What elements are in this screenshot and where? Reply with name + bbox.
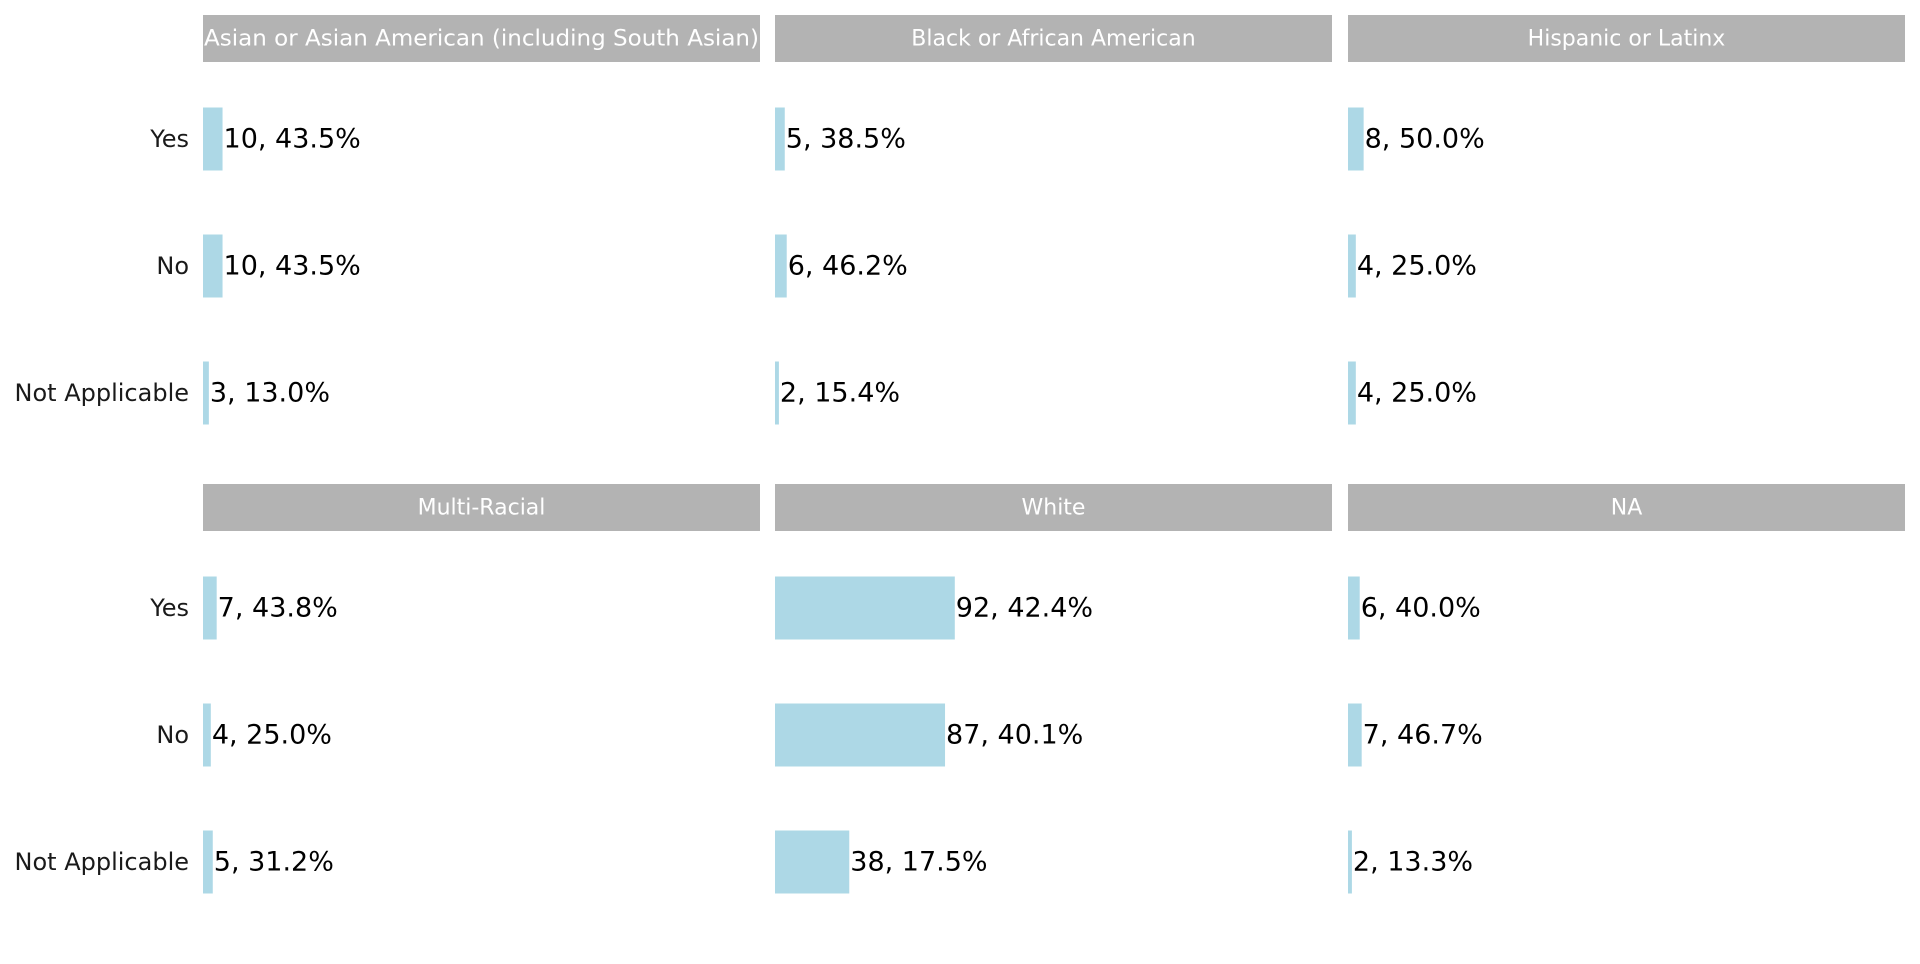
data-label: 4, 25.0% <box>1357 378 1477 409</box>
facet-strip <box>775 15 1332 62</box>
category-tick-label: No <box>156 252 189 280</box>
data-label: 87, 40.1% <box>946 720 1083 751</box>
bar <box>775 830 850 894</box>
data-label: 8, 50.0% <box>1365 124 1485 155</box>
data-label: 38, 17.5% <box>850 847 987 878</box>
data-label: 2, 13.3% <box>1353 847 1473 878</box>
facet-strip-title: Multi-Racial <box>418 496 546 521</box>
data-label: 4, 25.0% <box>1357 251 1477 282</box>
category-tick-label: Not Applicable <box>15 848 189 876</box>
bar <box>1348 703 1362 767</box>
data-label: 3, 13.0% <box>210 378 330 409</box>
bar <box>1348 576 1360 640</box>
category-tick-label: Not Applicable <box>15 379 189 407</box>
bar <box>203 703 211 767</box>
bar <box>775 361 779 425</box>
category-tick-label: No <box>156 721 189 749</box>
data-label: 5, 38.5% <box>786 124 906 155</box>
bar <box>1348 830 1352 894</box>
facet-strip <box>203 484 760 531</box>
bar <box>203 234 223 298</box>
bar <box>203 830 213 894</box>
facet-strip-title: Hispanic or Latinx <box>1528 27 1726 52</box>
bar <box>1348 107 1364 171</box>
data-label: 7, 43.8% <box>218 593 338 624</box>
facet-strip-title: Black or African American <box>911 27 1195 52</box>
bar <box>775 576 955 640</box>
bar <box>203 576 217 640</box>
bar <box>775 703 946 767</box>
facet-strip <box>1348 15 1905 62</box>
data-label: 6, 40.0% <box>1361 593 1481 624</box>
data-label: 92, 42.4% <box>956 593 1093 624</box>
data-label: 4, 25.0% <box>212 720 332 751</box>
bar <box>775 234 787 298</box>
facet-strip <box>203 15 760 62</box>
bar <box>203 361 209 425</box>
category-tick-label: Yes <box>149 594 189 622</box>
bar <box>1348 361 1356 425</box>
data-label: 10, 43.5% <box>224 251 361 282</box>
data-label: 5, 31.2% <box>214 847 334 878</box>
category-tick-label: Yes <box>149 125 189 153</box>
data-label: 7, 46.7% <box>1363 720 1483 751</box>
bar <box>203 107 223 171</box>
facet-strip <box>775 484 1332 531</box>
facet-strip-title: Asian or Asian American (including South… <box>204 27 759 52</box>
facet-strip-title: NA <box>1611 496 1643 521</box>
data-label: 2, 15.4% <box>780 378 900 409</box>
data-label: 10, 43.5% <box>224 124 361 155</box>
data-label: 6, 46.2% <box>788 251 908 282</box>
facet-strip-title: White <box>1022 496 1086 521</box>
bar <box>1348 234 1356 298</box>
bar <box>775 107 785 171</box>
facet-strip <box>1348 484 1905 531</box>
